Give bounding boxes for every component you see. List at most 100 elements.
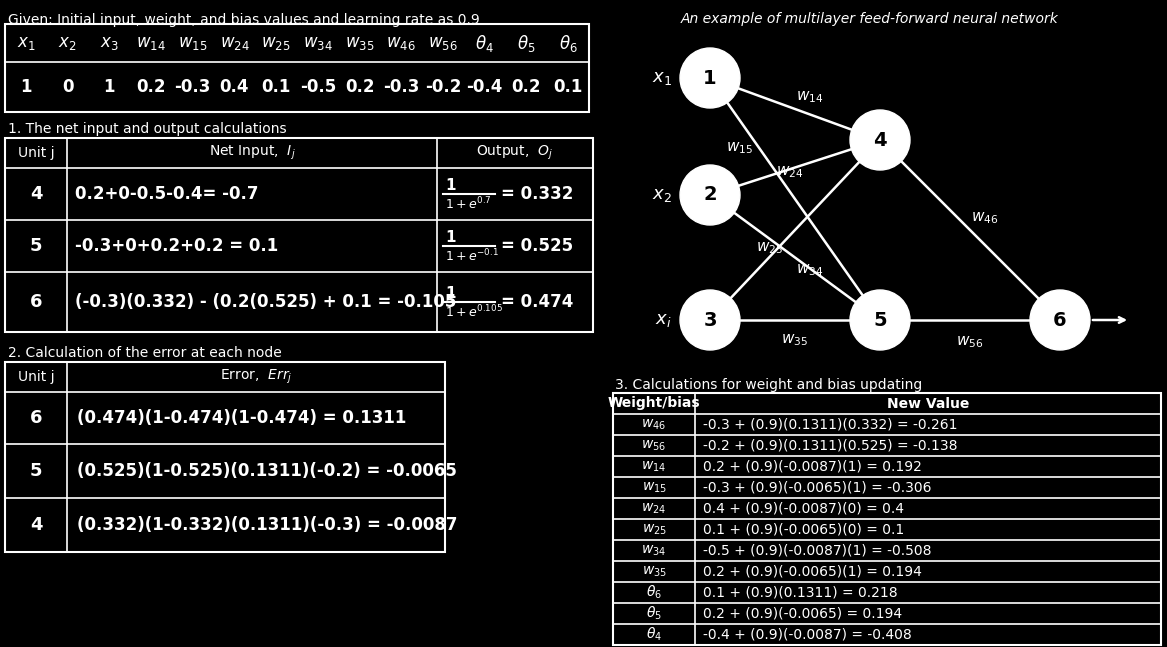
Text: -0.4: -0.4 (467, 78, 503, 96)
Text: $\theta_4$: $\theta_4$ (475, 32, 494, 54)
Text: 1: 1 (20, 78, 32, 96)
Text: $w_{35}$: $w_{35}$ (642, 564, 666, 578)
Text: 0.2: 0.2 (511, 78, 541, 96)
Text: 0.1 + (0.9)(0.1311) = 0.218: 0.1 + (0.9)(0.1311) = 0.218 (703, 586, 897, 600)
Text: $w_{24}$: $w_{24}$ (219, 34, 250, 52)
Text: Unit j: Unit j (18, 146, 55, 160)
Text: -0.2 + (0.9)(0.1311)(0.525) = -0.138: -0.2 + (0.9)(0.1311)(0.525) = -0.138 (703, 439, 957, 452)
Text: 0.1: 0.1 (261, 78, 291, 96)
Text: Error,  $Err_j$: Error, $Err_j$ (219, 368, 292, 386)
Bar (5, 138, 593, 332)
Text: Output,  $O_j$: Output, $O_j$ (476, 144, 553, 162)
Text: 0.2: 0.2 (137, 78, 166, 96)
Text: $w_{56}$: $w_{56}$ (428, 34, 457, 52)
Text: $x_1$: $x_1$ (652, 69, 672, 87)
Text: New Value: New Value (887, 397, 969, 410)
Bar (613, 393, 1161, 645)
Text: 0.2: 0.2 (344, 78, 375, 96)
Text: 0.1: 0.1 (553, 78, 582, 96)
Text: $w_{25}$: $w_{25}$ (261, 34, 291, 52)
Text: $\theta_5$: $\theta_5$ (647, 605, 662, 622)
Text: -0.3: -0.3 (383, 78, 419, 96)
Circle shape (680, 165, 740, 225)
Text: $w_{34}$: $w_{34}$ (796, 262, 824, 278)
Text: $w_{25}$: $w_{25}$ (642, 522, 666, 537)
Text: = 0.474: = 0.474 (501, 293, 573, 311)
Text: 1: 1 (104, 78, 116, 96)
Text: -0.3 + (0.9)(-0.0065)(1) = -0.306: -0.3 + (0.9)(-0.0065)(1) = -0.306 (703, 481, 931, 494)
Text: $w_{15}$: $w_{15}$ (727, 140, 754, 156)
Text: (0.332)(1-0.332)(0.1311)(-0.3) = -0.0087: (0.332)(1-0.332)(0.1311)(-0.3) = -0.0087 (77, 516, 457, 534)
Text: = 0.525: = 0.525 (501, 237, 573, 255)
Text: -0.2: -0.2 (425, 78, 461, 96)
Circle shape (1030, 290, 1090, 350)
Text: 3: 3 (704, 311, 717, 329)
Text: $w_{34}$: $w_{34}$ (303, 34, 333, 52)
Circle shape (850, 110, 910, 170)
Text: $w_{46}$: $w_{46}$ (386, 34, 417, 52)
Text: $x_2$: $x_2$ (652, 186, 672, 204)
Text: 1: 1 (445, 287, 455, 302)
Text: 6: 6 (1053, 311, 1067, 329)
Text: $w_{46}$: $w_{46}$ (642, 417, 666, 432)
Text: -0.4 + (0.9)(-0.0087) = -0.408: -0.4 + (0.9)(-0.0087) = -0.408 (703, 628, 911, 641)
Text: $1 + e^{0.7}$: $1 + e^{0.7}$ (445, 195, 491, 212)
Text: $w_{34}$: $w_{34}$ (642, 543, 666, 558)
Text: = 0.332: = 0.332 (501, 185, 573, 203)
Circle shape (680, 48, 740, 108)
Bar (5, 24, 589, 112)
Text: $w_{46}$: $w_{46}$ (971, 210, 999, 226)
Text: 2. Calculation of the error at each node: 2. Calculation of the error at each node (8, 346, 281, 360)
Text: An example of multilayer feed-forward neural network: An example of multilayer feed-forward ne… (682, 12, 1058, 26)
Text: $w_{24}$: $w_{24}$ (776, 164, 804, 180)
Text: 1: 1 (704, 69, 717, 87)
Text: 6: 6 (29, 293, 42, 311)
Text: $1 + e^{0.105}$: $1 + e^{0.105}$ (445, 303, 503, 320)
Text: 1: 1 (445, 179, 455, 193)
Text: $x_3$: $x_3$ (100, 34, 119, 52)
Text: 0.2 + (0.9)(-0.0065)(1) = 0.194: 0.2 + (0.9)(-0.0065)(1) = 0.194 (703, 564, 922, 578)
Text: $\theta_6$: $\theta_6$ (647, 584, 662, 601)
Text: 5: 5 (29, 237, 42, 255)
Text: 6: 6 (29, 409, 42, 427)
Text: 0.2 + (0.9)(-0.0065) = 0.194: 0.2 + (0.9)(-0.0065) = 0.194 (703, 606, 902, 620)
Text: -0.5: -0.5 (300, 78, 336, 96)
Bar (5, 362, 445, 552)
Text: 1. The net input and output calculations: 1. The net input and output calculations (8, 122, 287, 136)
Text: 0.4: 0.4 (219, 78, 250, 96)
Text: $\theta_4$: $\theta_4$ (647, 626, 662, 643)
Text: 4: 4 (29, 516, 42, 534)
Text: $\theta_5$: $\theta_5$ (517, 32, 536, 54)
Text: $\theta_6$: $\theta_6$ (559, 32, 578, 54)
Text: 0: 0 (62, 78, 74, 96)
Text: Given: Initial input, weight, and bias values and learning rate as 0.9: Given: Initial input, weight, and bias v… (8, 13, 480, 27)
Text: 1: 1 (445, 230, 455, 245)
Text: $w_{15}$: $w_{15}$ (179, 34, 208, 52)
Text: Weight/bias: Weight/bias (608, 397, 700, 410)
Text: $w_{24}$: $w_{24}$ (642, 501, 666, 516)
Text: 5: 5 (29, 462, 42, 480)
Text: (-0.3)(0.332) - (0.2(0.525) + 0.1 = -0.105: (-0.3)(0.332) - (0.2(0.525) + 0.1 = -0.1… (75, 293, 456, 311)
Text: 0.2 + (0.9)(-0.0087)(1) = 0.192: 0.2 + (0.9)(-0.0087)(1) = 0.192 (703, 459, 922, 474)
Text: -0.3: -0.3 (175, 78, 211, 96)
Text: 4: 4 (29, 185, 42, 203)
Text: Net Input,  $I_j$: Net Input, $I_j$ (209, 144, 295, 162)
Text: $x_i$: $x_i$ (656, 311, 672, 329)
Text: $w_{35}$: $w_{35}$ (345, 34, 375, 52)
Text: (0.525)(1-0.525)(0.1311)(-0.2) = -0.0065: (0.525)(1-0.525)(0.1311)(-0.2) = -0.0065 (77, 462, 456, 480)
Text: 0.4 + (0.9)(-0.0087)(0) = 0.4: 0.4 + (0.9)(-0.0087)(0) = 0.4 (703, 501, 904, 516)
Text: -0.3 + (0.9)(0.1311)(0.332) = -0.261: -0.3 + (0.9)(0.1311)(0.332) = -0.261 (703, 417, 957, 432)
Text: $1 + e^{-0.1}$: $1 + e^{-0.1}$ (445, 248, 499, 265)
Text: Unit j: Unit j (18, 370, 55, 384)
Circle shape (850, 290, 910, 350)
Text: (0.474)(1-0.474)(1-0.474) = 0.1311: (0.474)(1-0.474)(1-0.474) = 0.1311 (77, 409, 406, 427)
Text: 3. Calculations for weight and bias updating: 3. Calculations for weight and bias upda… (615, 378, 922, 392)
Circle shape (680, 290, 740, 350)
Text: 2: 2 (704, 186, 717, 204)
Text: 5: 5 (873, 311, 887, 329)
Text: $w_{56}$: $w_{56}$ (956, 334, 984, 350)
Text: $w_{35}$: $w_{35}$ (782, 332, 809, 348)
Text: 4: 4 (873, 131, 887, 149)
Text: $w_{15}$: $w_{15}$ (642, 480, 666, 495)
Text: 0.1 + (0.9)(-0.0065)(0) = 0.1: 0.1 + (0.9)(-0.0065)(0) = 0.1 (703, 523, 904, 536)
